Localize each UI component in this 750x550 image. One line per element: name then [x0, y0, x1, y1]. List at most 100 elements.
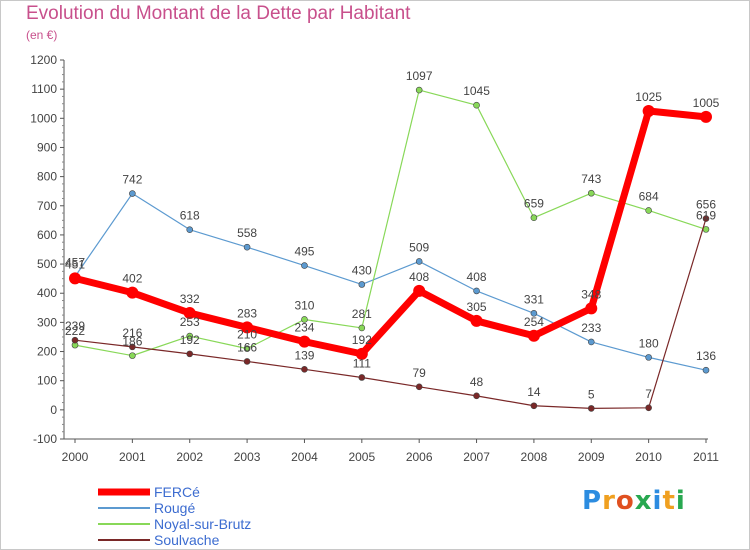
- x-tick-label: 2011: [693, 450, 719, 464]
- data-point: [645, 404, 652, 412]
- data-label: 1025: [635, 90, 662, 104]
- y-tick-label: 500: [37, 257, 57, 271]
- data-label: 79: [413, 366, 427, 380]
- data-label: 743: [581, 172, 601, 186]
- data-point: [527, 329, 540, 342]
- data-label: 253: [180, 315, 200, 329]
- data-point: [186, 226, 194, 233]
- legend-label-soulvache: Soulvache: [154, 532, 220, 548]
- data-point: [415, 86, 423, 94]
- legend-swatch-ferce: [98, 488, 150, 496]
- data-label: 1045: [463, 84, 490, 98]
- data-point: [243, 243, 251, 251]
- data-label: 348: [581, 287, 601, 301]
- data-label: 216: [122, 326, 142, 340]
- y-tick-label: 1200: [30, 53, 57, 67]
- data-point: [129, 352, 136, 359]
- data-label: 402: [122, 272, 142, 286]
- x-tick-label: 2009: [578, 450, 605, 464]
- data-label: 166: [237, 340, 257, 354]
- data-point: [243, 345, 251, 352]
- data-point: [645, 207, 652, 214]
- data-point: [126, 286, 139, 299]
- data-point: [301, 316, 308, 323]
- data-point: [702, 215, 710, 222]
- data-point: [413, 284, 426, 297]
- series-line-2: [74, 89, 707, 357]
- data-point: [585, 302, 598, 315]
- data-point: [183, 307, 196, 320]
- legend-swatch-soulvache: [98, 539, 150, 541]
- data-label: 186: [122, 335, 142, 349]
- data-label: 192: [352, 333, 372, 347]
- data-point: [69, 272, 81, 285]
- data-point: [301, 262, 308, 269]
- x-tick-label: 2006: [406, 450, 433, 464]
- data-label: 281: [352, 307, 372, 321]
- data-label: 305: [467, 300, 487, 314]
- data-label: 111: [353, 356, 372, 370]
- series-line-0: [71, 107, 710, 358]
- data-label: 742: [122, 173, 142, 187]
- data-point: [358, 374, 366, 381]
- data-label: 451: [65, 257, 85, 271]
- y-tick-label: 1000: [30, 111, 57, 125]
- logo-letter: x: [634, 486, 653, 516]
- data-point: [530, 214, 538, 222]
- y-tick-label: 800: [37, 170, 57, 184]
- data-label: 310: [294, 298, 314, 312]
- data-point: [642, 105, 655, 118]
- legend-label-ferce: FERCé: [154, 484, 200, 500]
- legend-swatch-rouge: [98, 507, 150, 509]
- proxiti-logo: Proxiti: [582, 486, 686, 516]
- logo-letter: i: [675, 486, 686, 516]
- data-point: [71, 336, 79, 344]
- data-label: 1005: [693, 96, 720, 110]
- legend-swatch-noyal-sur-brutz: [98, 523, 150, 525]
- data-point: [645, 354, 652, 361]
- data-label: 5: [588, 387, 595, 401]
- data-point: [358, 281, 366, 288]
- logo-letter: t: [662, 486, 676, 516]
- x-tick-label: 2007: [463, 450, 490, 464]
- data-point: [473, 392, 480, 400]
- data-label: 408: [409, 270, 429, 284]
- data-label: 210: [237, 328, 257, 342]
- data-label: 656: [696, 198, 716, 212]
- chart-subtitle: (en €): [26, 28, 58, 42]
- data-point: [530, 402, 538, 410]
- data-label: 331: [524, 292, 544, 306]
- data-label: 14: [527, 385, 541, 399]
- data-point: [415, 258, 423, 265]
- data-label: 254: [524, 315, 544, 329]
- data-point: [470, 314, 483, 327]
- data-point: [301, 366, 308, 373]
- data-point: [243, 358, 251, 365]
- x-tick-label: 2003: [234, 450, 261, 464]
- data-label: 495: [294, 245, 314, 259]
- data-point: [129, 343, 136, 351]
- data-label: 684: [639, 189, 659, 203]
- y-tick-label: 200: [37, 345, 57, 359]
- logo-letter: r: [602, 486, 616, 516]
- y-tick-label: 900: [37, 140, 57, 154]
- y-tick-label: 300: [37, 315, 57, 329]
- y-tick-label: 700: [37, 199, 57, 213]
- data-point: [129, 190, 136, 197]
- data-label: 558: [237, 226, 257, 240]
- x-tick-label: 2004: [291, 450, 318, 464]
- data-point: [298, 335, 311, 348]
- data-label: 283: [237, 306, 257, 320]
- logo-letter: i: [652, 486, 663, 516]
- data-label: 618: [180, 209, 200, 223]
- x-tick-label: 2002: [176, 450, 203, 464]
- logo-letter: o: [615, 486, 635, 516]
- y-tick-label: -100: [33, 432, 57, 446]
- data-label: 457: [65, 256, 85, 270]
- data-label: 619: [696, 208, 716, 222]
- x-tick-label: 2000: [62, 450, 89, 464]
- x-tick-label: 2008: [521, 450, 548, 464]
- data-point: [473, 287, 480, 295]
- data-label: 48: [470, 375, 484, 389]
